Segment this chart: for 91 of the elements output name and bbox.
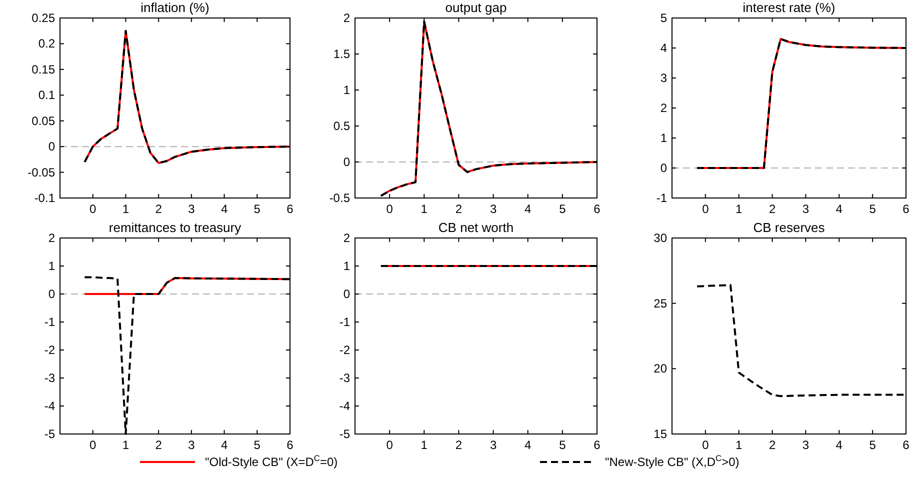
x-tick-label: 3 bbox=[188, 438, 196, 452]
x-tick-label: 5 bbox=[559, 202, 566, 216]
x-tick-label: 6 bbox=[594, 438, 601, 452]
y-tick-label: 1 bbox=[343, 83, 350, 97]
x-tick-label: 2 bbox=[455, 202, 462, 216]
x-tick-label: 6 bbox=[286, 438, 294, 452]
y-tick-label: 0 bbox=[343, 155, 350, 169]
y-tick-label: 0.2 bbox=[38, 36, 56, 51]
x-tick-label: 3 bbox=[490, 438, 497, 452]
x-tick-label: 1 bbox=[736, 438, 743, 452]
x-tick-label: 1 bbox=[420, 202, 428, 216]
x-tick-label: 2 bbox=[768, 438, 776, 452]
y-tick-label: -4 bbox=[44, 399, 56, 413]
x-tick-label: 0 bbox=[386, 202, 394, 216]
y-tick-label: 1 bbox=[343, 259, 350, 273]
y-tick-label: -2 bbox=[44, 343, 56, 357]
y-tick-label: 0 bbox=[48, 287, 56, 301]
chart-title: output gap bbox=[445, 0, 507, 15]
x-tick-label: 6 bbox=[902, 438, 909, 452]
x-tick-label: 4 bbox=[836, 202, 843, 216]
x-tick-label: 6 bbox=[902, 202, 909, 216]
y-tick-label: 2 bbox=[343, 231, 350, 245]
y-tick-label: -0.5 bbox=[329, 191, 350, 205]
y-tick-label: 5 bbox=[660, 11, 668, 25]
legend-label: "New-Style CB" (X,D$^{C}$>0) bbox=[605, 453, 740, 469]
x-tick-label: 2 bbox=[768, 202, 776, 216]
x-tick-label: 1 bbox=[420, 438, 428, 452]
y-tick-label: -1 bbox=[44, 315, 56, 329]
x-tick-label: 2 bbox=[455, 438, 462, 452]
x-tick-label: 4 bbox=[836, 438, 843, 452]
x-tick-label: 2 bbox=[155, 438, 162, 452]
x-tick-label: 6 bbox=[286, 202, 294, 216]
y-tick-label: -5 bbox=[339, 427, 350, 441]
x-tick-label: 5 bbox=[869, 202, 876, 216]
x-tick-label: 4 bbox=[524, 202, 532, 216]
y-tick-label: 15 bbox=[654, 427, 668, 441]
x-tick-label: 3 bbox=[490, 202, 497, 216]
x-tick-label: 5 bbox=[869, 438, 876, 452]
y-tick-label: -0.1 bbox=[34, 191, 56, 205]
y-tick-label: -1 bbox=[339, 315, 350, 329]
chart-title: interest rate (%) bbox=[742, 0, 836, 15]
y-tick-label: -3 bbox=[339, 371, 350, 385]
y-tick-label: 0 bbox=[343, 287, 350, 301]
y-tick-label: 4 bbox=[660, 41, 668, 55]
x-tick-label: 4 bbox=[220, 438, 228, 452]
y-tick-label: 25 bbox=[654, 296, 668, 310]
y-tick-label: 1.5 bbox=[333, 47, 350, 61]
x-tick-label: 0 bbox=[90, 202, 97, 216]
x-tick-label: 0 bbox=[702, 202, 710, 216]
x-tick-label: 4 bbox=[220, 202, 228, 216]
x-tick-label: 1 bbox=[122, 202, 130, 216]
y-tick-label: 0.15 bbox=[32, 62, 56, 76]
x-tick-label: 4 bbox=[524, 438, 532, 452]
y-tick-label: 1 bbox=[660, 131, 668, 145]
chart-title: CB reserves bbox=[753, 220, 826, 235]
y-tick-label: 0 bbox=[48, 140, 56, 154]
chart-title: remittances to treasury bbox=[108, 220, 242, 235]
y-tick-label: 3 bbox=[660, 71, 668, 85]
y-tick-label: -2 bbox=[339, 343, 350, 357]
y-tick-label: -0.05 bbox=[28, 165, 56, 180]
legend-label: "Old-Style CB" (X=D$^{C}$=0) bbox=[205, 453, 338, 469]
x-tick-label: 1 bbox=[122, 438, 130, 452]
x-tick-label: 3 bbox=[802, 202, 810, 216]
y-tick-label: -5 bbox=[44, 427, 56, 441]
x-tick-label: 0 bbox=[702, 438, 710, 452]
x-tick-label: 0 bbox=[90, 438, 97, 452]
y-tick-label: 0.25 bbox=[32, 11, 56, 25]
y-tick-label: 1 bbox=[48, 259, 56, 273]
y-tick-label: 0.1 bbox=[38, 88, 56, 102]
y-tick-label: 2 bbox=[660, 101, 668, 115]
y-tick-label: 0.5 bbox=[333, 119, 350, 133]
y-tick-label: 0.05 bbox=[32, 114, 56, 128]
y-tick-label: -4 bbox=[339, 399, 350, 413]
y-tick-label: 30 bbox=[654, 231, 668, 245]
y-tick-label: 0 bbox=[660, 161, 668, 175]
chart-title: CB net worth bbox=[438, 220, 514, 235]
y-tick-label: 2 bbox=[48, 231, 56, 245]
y-tick-label: -3 bbox=[44, 371, 56, 385]
y-tick-label: 2 bbox=[343, 11, 350, 25]
x-tick-label: 5 bbox=[254, 438, 261, 452]
x-tick-label: 3 bbox=[188, 202, 196, 216]
x-tick-label: 5 bbox=[559, 438, 566, 452]
x-tick-label: 0 bbox=[386, 438, 394, 452]
x-tick-label: 3 bbox=[802, 438, 810, 452]
x-tick-label: 1 bbox=[736, 202, 743, 216]
y-tick-label: -1 bbox=[656, 191, 668, 205]
y-tick-label: 20 bbox=[654, 362, 668, 376]
x-tick-label: 6 bbox=[594, 202, 601, 216]
x-tick-label: 5 bbox=[254, 202, 261, 216]
x-tick-label: 2 bbox=[155, 202, 162, 216]
chart-title: inflation (%) bbox=[140, 0, 210, 15]
